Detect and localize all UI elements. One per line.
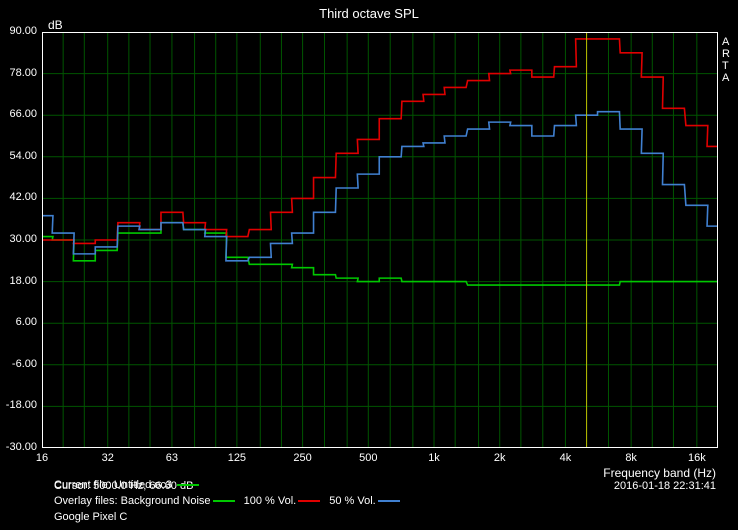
current-file-swatch — [177, 484, 199, 486]
xtick: 500 — [359, 452, 377, 464]
y-axis-label: dB — [48, 18, 63, 32]
ytick: 6.00 — [0, 316, 37, 328]
ytick: 18.00 — [0, 275, 37, 287]
legend-swatch — [298, 500, 320, 502]
ytick: 90.00 — [0, 25, 37, 37]
watermark: ARTA — [722, 36, 730, 84]
ytick: 42.00 — [0, 191, 37, 203]
ytick: 54.00 — [0, 150, 37, 162]
chart-title: Third octave SPL — [0, 6, 738, 21]
xtick: 1k — [428, 452, 440, 464]
xtick: 16k — [688, 452, 706, 464]
xtick: 32 — [102, 452, 114, 464]
timestamp: 2016-01-18 22:31:41 — [614, 480, 716, 492]
legend: Current file: Untitled.oc3 Overlay files… — [54, 478, 406, 526]
ytick: -6.00 — [0, 358, 37, 370]
legend-item: 50 % Vol. — [329, 495, 375, 507]
xtick: 2k — [494, 452, 506, 464]
xtick: 8k — [625, 452, 637, 464]
xtick: 63 — [166, 452, 178, 464]
legend-swatch — [213, 500, 235, 502]
ytick: -18.00 — [0, 399, 37, 411]
legend-item: 100 % Vol. — [244, 495, 297, 507]
x-axis-label: Frequency band (Hz) — [603, 466, 716, 480]
legend-swatch — [378, 500, 400, 502]
xtick: 4k — [560, 452, 572, 464]
ytick: -30.00 — [0, 441, 37, 453]
legend-item: Background Noise — [121, 495, 211, 507]
ytick: 30.00 — [0, 233, 37, 245]
plot-area — [42, 32, 718, 448]
xtick: 125 — [228, 452, 246, 464]
xtick: 250 — [293, 452, 311, 464]
ytick: 78.00 — [0, 67, 37, 79]
overlay-label: Overlay files: — [54, 495, 118, 507]
current-file-name: Untitled.oc3 — [114, 479, 172, 491]
current-file-label: Current file: — [54, 479, 111, 491]
ytick: 66.00 — [0, 108, 37, 120]
xtick: 16 — [36, 452, 48, 464]
device-name: Google Pixel C — [54, 510, 406, 526]
